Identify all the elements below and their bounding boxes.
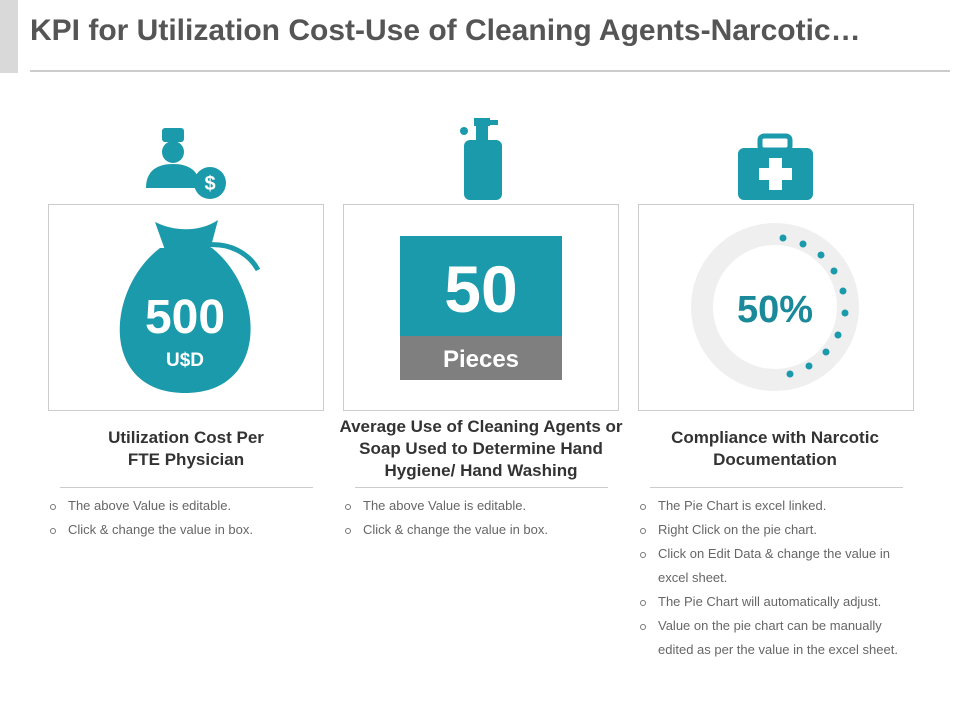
card-heading: Utilization Cost Per FTE Physician xyxy=(108,428,264,469)
accent-bar xyxy=(0,0,18,73)
svg-text:$: $ xyxy=(204,173,215,195)
bullet: Value on the pie chart can be manually e… xyxy=(638,614,910,662)
card-box xyxy=(638,204,914,411)
bullet: Click & change the value in box. xyxy=(343,518,613,542)
unit: Pieces xyxy=(443,346,519,373)
bullet: Click & change the value in box. xyxy=(48,518,318,542)
money-bag xyxy=(119,220,261,393)
donut-dots xyxy=(779,234,849,378)
separator xyxy=(355,487,608,488)
bullet-list: The Pie Chart is excel linked. Right Clic… xyxy=(638,494,910,662)
value: 500 xyxy=(145,291,225,344)
bullet: The Pie Chart is excel linked. xyxy=(638,494,910,518)
firstaid-icon xyxy=(738,133,813,200)
bullet: Right Click on the pie chart. xyxy=(638,518,910,542)
card-heading: Average Use of Cleaning Agents or Soap U… xyxy=(339,417,623,480)
doctor-icon: $ xyxy=(146,128,226,199)
bullet-list: The above Value is editable. Click & chan… xyxy=(343,494,613,542)
card-box xyxy=(343,204,619,411)
card-box xyxy=(48,204,324,411)
soap-icon xyxy=(460,118,502,200)
separator xyxy=(650,487,903,488)
value: 50 xyxy=(444,252,517,326)
unit-box xyxy=(400,336,562,380)
unit: U$D xyxy=(166,350,204,371)
value-box xyxy=(400,236,562,336)
card-heading: Compliance with Narcotic Documentation xyxy=(671,428,879,469)
bullet: The above Value is editable. xyxy=(343,494,613,518)
title: KPI for Utilization Cost-Use of Cleaning… xyxy=(30,14,861,47)
donut-ring xyxy=(691,223,859,391)
value: 50% xyxy=(737,289,813,331)
bullet: The Pie Chart will automatically adjust. xyxy=(638,590,910,614)
bullet: The above Value is editable. xyxy=(48,494,318,518)
bullet: Click on Edit Data & change the value in… xyxy=(638,542,910,590)
separator xyxy=(60,487,313,488)
bullet-list: The above Value is editable. Click & chan… xyxy=(48,494,318,542)
title-rule xyxy=(30,70,950,72)
